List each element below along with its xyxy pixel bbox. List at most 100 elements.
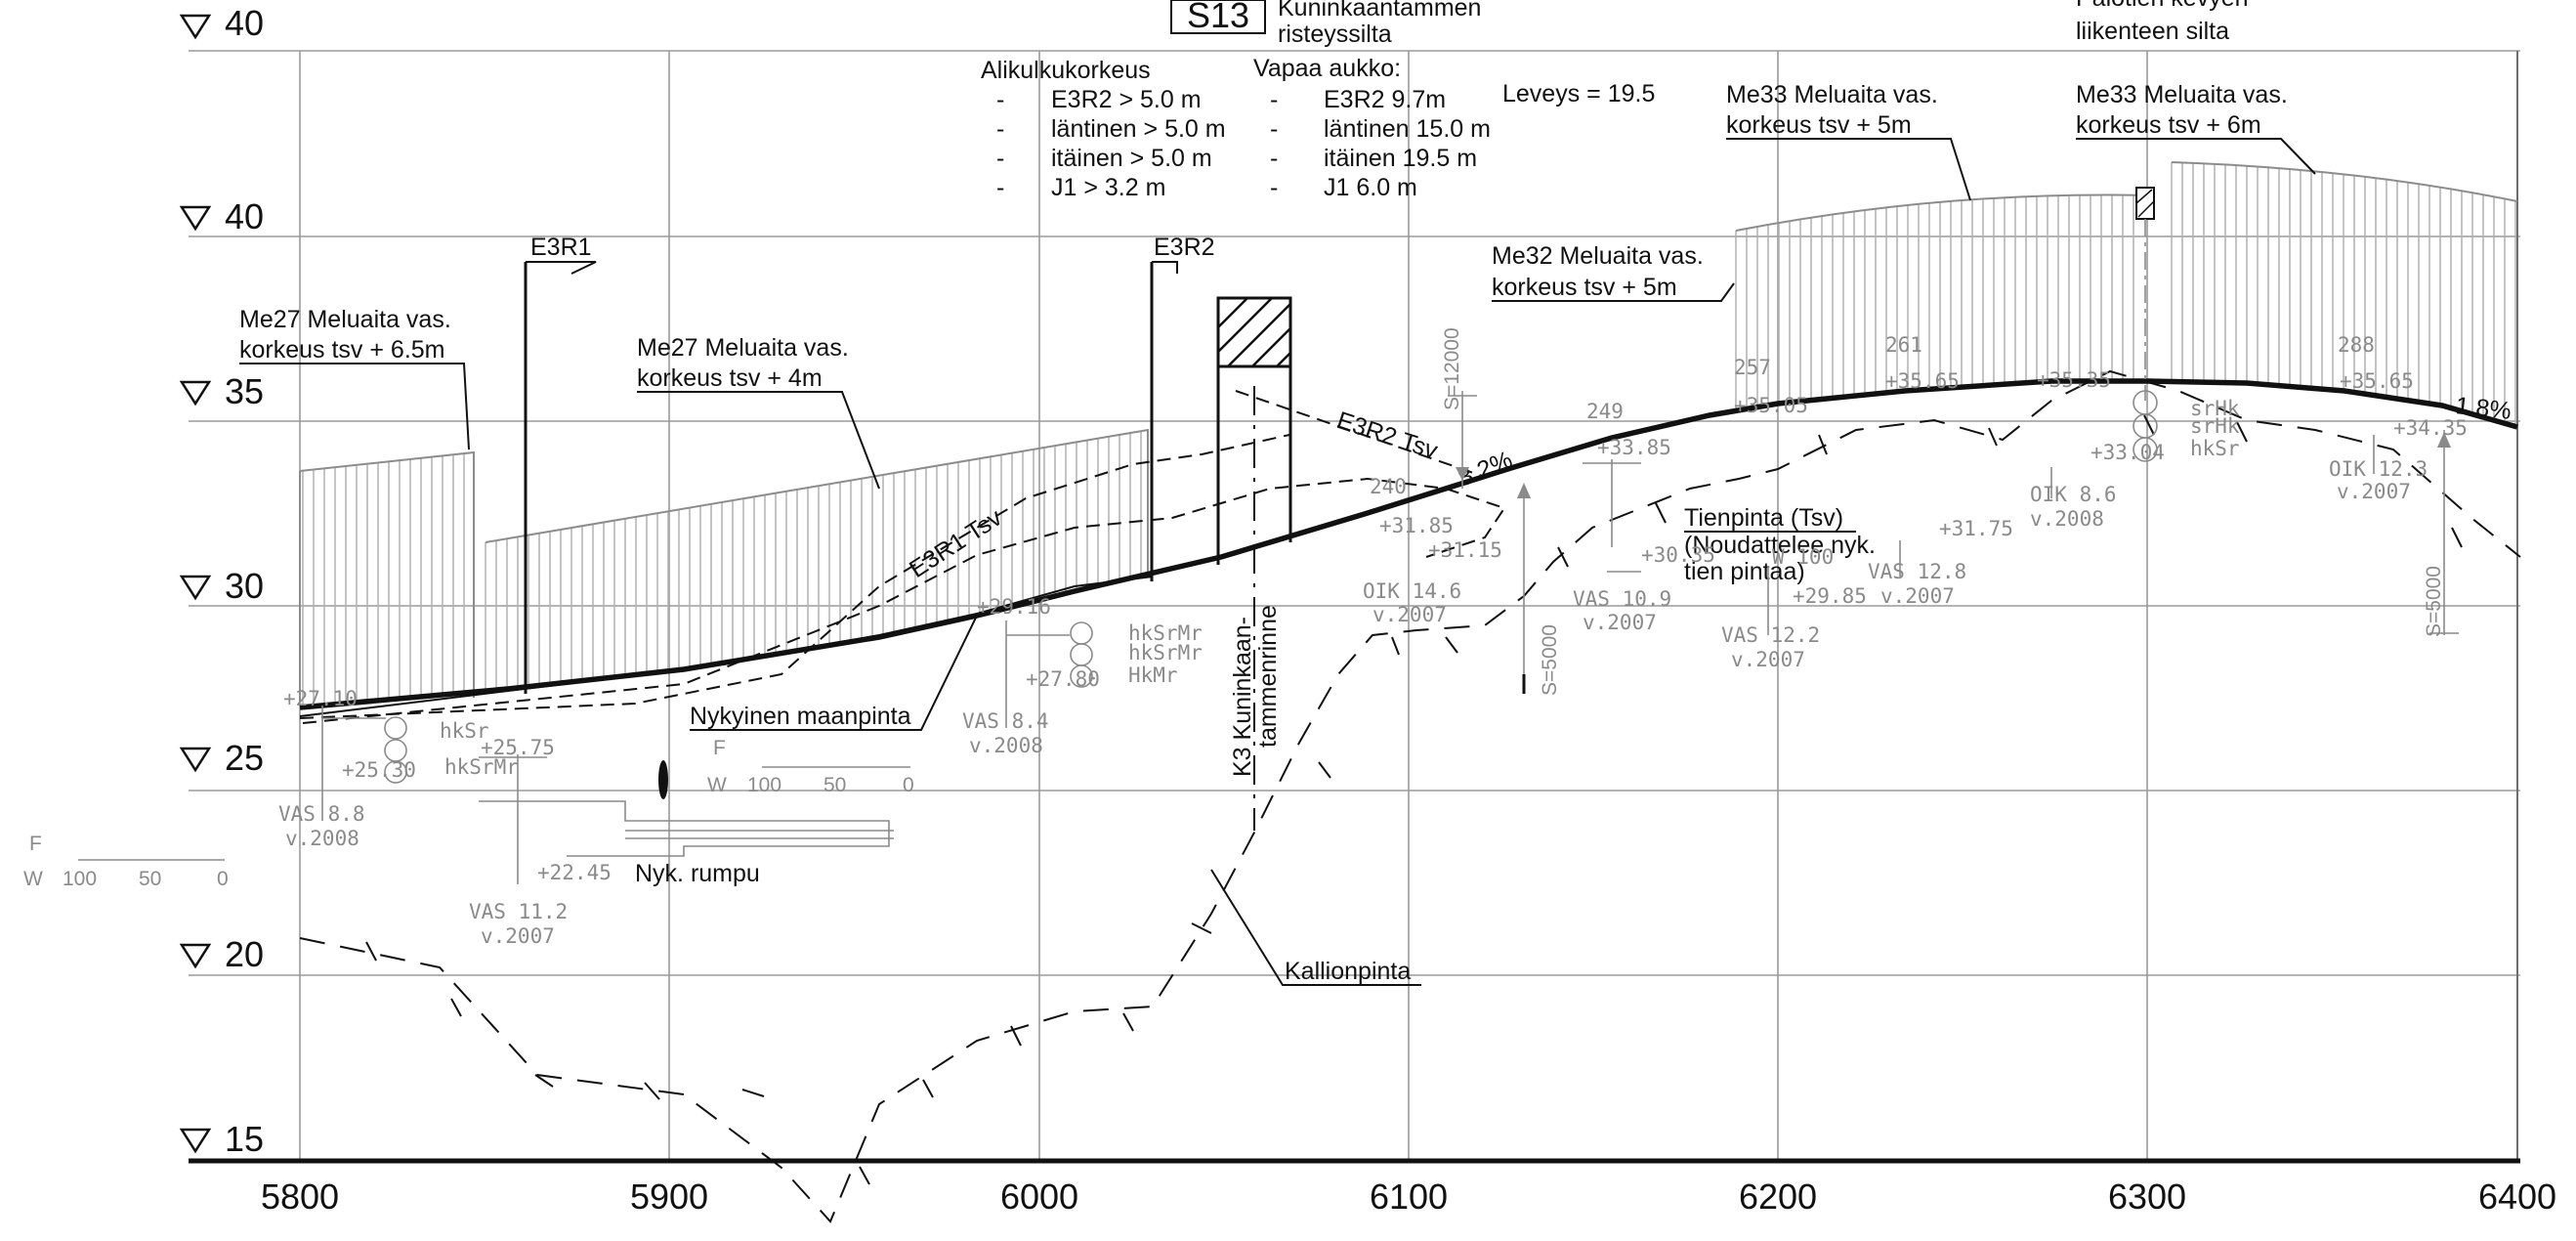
svg-text:srHk: srHk [2190,397,2240,420]
svg-text:+35.65: +35.65 [2340,369,2414,393]
svg-text:50: 50 [823,774,846,796]
e3r1-marker: E3R1 [524,234,597,694]
svg-text:25: 25 [225,738,264,778]
svg-text:hkSrMr: hkSrMr [1128,641,1203,664]
svg-text:100: 100 [747,774,781,796]
svg-text:korkeus tsv + 5m: korkeus tsv + 5m [1726,111,1912,139]
svg-text:+35.35: +35.35 [2037,368,2111,392]
svg-text:J1 > 3.2 m: J1 > 3.2 m [1051,174,1165,201]
x-tick-6400: 6400 [2478,1177,2556,1217]
bedrock-ticks [365,414,2463,1185]
svg-text:+33.85: +33.85 [1597,436,1671,459]
svg-text:Alikulkukorkeus: Alikulkukorkeus [981,57,1151,84]
svg-text:VAS 10.9: VAS 10.9 [1573,587,1671,611]
scale-bar-mid: F W 100 50 0 [707,737,914,796]
svg-text:E3R2 9.7m: E3R2 9.7m [1324,86,1446,113]
noise-barrier-me33-a: Me33 Meluaita vas. korkeus tsv + 5m [1726,81,1971,201]
svg-text:40: 40 [225,196,264,236]
svg-text:+29.16: +29.16 [977,595,1051,619]
svg-text:-: - [996,145,1004,172]
footbridge-post [2135,187,2155,401]
e3r2-marker: E3R2 [1150,234,1215,581]
noise-barrier-me27-mid: Me27 Meluaita vas. korkeus tsv + 4m [637,334,880,490]
svg-text:Vapaa aukko:: Vapaa aukko: [1253,55,1401,82]
scale-bar-left: F W 100 50 0 [23,833,229,890]
svg-text:v.2008: v.2008 [969,734,1043,757]
svg-text:+33.04: +33.04 [2090,441,2165,464]
svg-text:korkeus tsv + 6.5m: korkeus tsv + 6.5m [239,336,445,364]
svg-text:F: F [713,737,726,759]
svg-text:W 100: W 100 [1772,545,1834,569]
svg-text:hkSr: hkSr [440,719,489,743]
bedrock-callout: Kallionpinta [1210,869,1421,986]
svg-text:+35.65: +35.65 [1885,369,1960,393]
svg-text:VAS 12.8: VAS 12.8 [1868,560,1966,583]
svg-text:Me33 Meluaita vas.: Me33 Meluaita vas. [1726,81,1938,108]
x-tick-6300: 6300 [2108,1177,2186,1217]
svg-text:249: 249 [1586,400,1624,423]
svg-text:v.2007: v.2007 [1372,603,1447,626]
noise-barrier-hatching [302,162,2516,707]
svg-text:Me27 Meluaita vas.: Me27 Meluaita vas. [239,306,451,333]
svg-text:Nyk. rumpu: Nyk. rumpu [635,860,760,887]
existing-ground-callout: Nykyinen maanpinta [690,615,978,731]
e3r1-tsv-line [299,434,1290,719]
svg-text:288: 288 [2338,333,2375,357]
svg-text:-: - [996,115,1004,143]
noise-barrier-me27-left: Me27 Meluaita vas. korkeus tsv + 6.5m [239,306,470,450]
x-tick-6000: 6000 [1000,1177,1078,1217]
svg-text:Nykyinen maanpinta: Nykyinen maanpinta [690,703,911,730]
svg-text:läntinen > 5.0 m: läntinen > 5.0 m [1051,115,1226,143]
svg-text:hkSrMr: hkSrMr [444,755,519,779]
svg-text:Palotien kevyen: Palotien kevyen [2076,0,2249,12]
svg-text:S13: S13 [1187,0,1249,35]
svg-text:E3R2 > 5.0 m: E3R2 > 5.0 m [1051,86,1202,113]
svg-text:-: - [1270,174,1278,201]
noise-barrier-me32: Me32 Meluaita vas. korkeus tsv + 5m [1492,242,1735,302]
svg-text:tien pintaa): tien pintaa) [1684,558,1805,585]
svg-text:HkMr: HkMr [1128,663,1178,687]
svg-text:Me33 Meluaita vas.: Me33 Meluaita vas. [2076,81,2288,108]
grid [189,50,2520,1164]
svg-text:0: 0 [903,774,914,796]
svg-text:srHk: srHk [2190,414,2240,438]
svg-text:30: 30 [225,566,264,606]
svg-text:15: 15 [225,1119,264,1159]
svg-text:+25.30: +25.30 [342,758,416,782]
svg-text:+27.80: +27.80 [1026,667,1100,691]
svg-text:korkeus tsv + 5m: korkeus tsv + 5m [1492,274,1677,301]
svg-text:100: 100 [63,868,97,890]
footbridge-title: Palotien kevyen liikenteen silta [2076,0,2249,45]
x-axis: 5800 5900 6000 6100 6200 6300 6400 [261,1177,2556,1217]
grade-1-8: 1.8% [2454,392,2513,425]
svg-text:+31.85: +31.85 [1379,514,1454,537]
x-tick-5800: 5800 [261,1177,339,1217]
road-surface-line [299,378,2518,710]
clearance-notes: Alikulkukorkeus - E3R2 > 5.0 m - läntinen … [981,57,1226,201]
svg-text:J1 6.0 m: J1 6.0 m [1324,174,1417,201]
svg-text:v.2007: v.2007 [481,924,555,948]
svg-text:W: W [707,774,727,796]
svg-text:Me32 Meluaita vas.: Me32 Meluaita vas. [1492,242,1704,270]
y-axis: 40 40 35 30 25 20 15 [179,3,264,1159]
svg-text:261: 261 [1885,333,1922,357]
svg-text:Me27 Meluaita vas.: Me27 Meluaita vas. [637,334,849,362]
svg-text:-: - [996,86,1004,113]
svg-text:läntinen 15.0 m: läntinen 15.0 m [1324,115,1491,143]
svg-text:v.2007: v.2007 [2337,480,2411,503]
width-label: Leveys = 19.5 [1502,80,1655,107]
y-tick-20: 20 [179,934,264,974]
culvert: Nyk. rumpu [479,760,894,887]
svg-text:+27.10: +27.10 [283,687,358,710]
svg-text:OIK 12.3: OIK 12.3 [2329,457,2428,481]
y-tick-40-top: 40 [179,3,264,43]
svg-text:korkeus tsv + 6m: korkeus tsv + 6m [2076,111,2261,139]
curve-s5000-a: S=5000 [1517,483,1561,696]
svg-text:35: 35 [225,371,264,411]
svg-text:hkSr: hkSr [2190,437,2240,460]
svg-text:E3R2: E3R2 [1154,234,1215,261]
svg-text:W: W [23,868,43,890]
svg-text:liikenteen silta: liikenteen silta [2076,18,2229,45]
svg-text:v.2008: v.2008 [285,827,359,850]
svg-text:Kallionpinta: Kallionpinta [1285,958,1411,985]
